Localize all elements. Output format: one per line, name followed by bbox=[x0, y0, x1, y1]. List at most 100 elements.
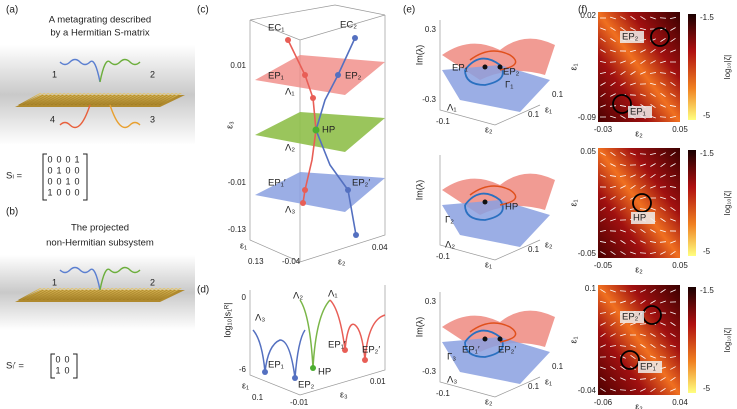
arrow bbox=[600, 251, 606, 255]
grating-bar bbox=[86, 93, 110, 105]
arrow bbox=[650, 163, 656, 167]
arrow bbox=[669, 174, 677, 178]
matrix-entry: 1 bbox=[65, 176, 70, 186]
arrow bbox=[660, 196, 666, 200]
dot bbox=[262, 369, 268, 375]
panel-label: (f) bbox=[578, 5, 587, 16]
colorbar-label: log₁₀|ζ| bbox=[723, 191, 732, 215]
point-label: EP₁′ bbox=[462, 345, 480, 356]
grating-bar bbox=[38, 288, 62, 300]
point-label: EP₁′ bbox=[640, 362, 658, 373]
arrow bbox=[670, 333, 676, 337]
arrow bbox=[670, 311, 676, 315]
arrow bbox=[660, 229, 666, 233]
arrow bbox=[620, 16, 626, 20]
grating-bar bbox=[30, 288, 54, 300]
arrow bbox=[640, 344, 646, 348]
arrow bbox=[599, 300, 607, 304]
arrow bbox=[600, 377, 606, 381]
arrow bbox=[670, 37, 676, 43]
tick-label: 0.1 bbox=[552, 90, 564, 99]
arrow bbox=[660, 344, 666, 348]
grating-bar bbox=[114, 288, 138, 300]
grating-bar bbox=[50, 288, 74, 300]
matrix-entry: 0 bbox=[47, 154, 52, 164]
arrow bbox=[650, 343, 656, 349]
axis-label: Im(λ) bbox=[414, 180, 424, 201]
arrow bbox=[620, 251, 626, 255]
curve-label: Λ₂ bbox=[293, 291, 303, 302]
axis bbox=[439, 20, 541, 126]
curve-label: Λ₁ bbox=[328, 289, 338, 300]
grating-bar bbox=[34, 288, 58, 300]
grating-bar bbox=[142, 288, 166, 300]
dot bbox=[482, 199, 488, 205]
arrow bbox=[660, 152, 666, 156]
arrow bbox=[610, 71, 616, 75]
port: 4 bbox=[50, 114, 55, 124]
axis-label: Im(λ) bbox=[414, 317, 424, 338]
arrow bbox=[620, 333, 626, 337]
grating-bar bbox=[130, 93, 154, 105]
arrow bbox=[649, 82, 657, 86]
arrow bbox=[659, 72, 667, 74]
port: 2 bbox=[150, 277, 155, 287]
point-label: EC₂ bbox=[340, 20, 357, 31]
arrow bbox=[630, 15, 636, 21]
point-label: EC₁ bbox=[268, 23, 284, 34]
grating-base bbox=[15, 290, 185, 302]
grating-bar bbox=[30, 93, 54, 105]
grating-bar bbox=[82, 288, 106, 300]
tick-label: 0.1 bbox=[585, 284, 597, 293]
axis-label: ε₁ bbox=[545, 376, 552, 386]
plane bbox=[255, 172, 385, 212]
axis-label: ε₃ bbox=[224, 121, 234, 129]
arrow bbox=[649, 72, 657, 74]
grating-bar bbox=[98, 93, 122, 105]
grating-bar bbox=[102, 288, 126, 300]
tick-label: 0.1 bbox=[528, 110, 540, 119]
axis-label: ε₂ bbox=[485, 396, 493, 406]
grating-bar bbox=[82, 93, 106, 105]
grating-bar bbox=[102, 93, 126, 105]
grating-bar bbox=[90, 288, 114, 300]
tick-label: -0.04 bbox=[282, 257, 301, 266]
grating-bar bbox=[90, 93, 114, 105]
arrow bbox=[600, 152, 606, 156]
arrow bbox=[640, 228, 646, 234]
arrow bbox=[650, 173, 656, 179]
arrow bbox=[610, 115, 616, 119]
arrow bbox=[619, 175, 627, 177]
tick-label: 0.05 bbox=[580, 147, 596, 156]
matrix-entry: 0 bbox=[74, 165, 79, 175]
arrow bbox=[610, 196, 616, 200]
arrow bbox=[600, 344, 606, 348]
arrow bbox=[640, 93, 646, 97]
tick-label: 0.01 bbox=[230, 61, 246, 70]
arrow bbox=[610, 81, 616, 87]
arrow bbox=[650, 60, 656, 64]
tick-label: 0.02 bbox=[580, 11, 596, 20]
ep-circle bbox=[650, 27, 670, 47]
arrow bbox=[670, 27, 676, 31]
arrow bbox=[600, 218, 606, 222]
arrow bbox=[650, 185, 656, 189]
arrow bbox=[649, 241, 657, 243]
arrow bbox=[600, 388, 606, 392]
arrow bbox=[670, 289, 676, 293]
matrix-entry: 0 bbox=[47, 176, 52, 186]
wave bbox=[99, 266, 141, 291]
curve bbox=[252, 329, 306, 379]
arrow bbox=[670, 218, 676, 222]
arrow bbox=[640, 240, 646, 244]
colorbar bbox=[688, 14, 696, 120]
point-label: EP₁ bbox=[630, 107, 646, 118]
grating-bar bbox=[94, 288, 118, 300]
arrow bbox=[670, 93, 676, 97]
axis-label: ε₁ bbox=[485, 259, 492, 269]
arrow bbox=[660, 322, 666, 326]
bracket bbox=[50, 353, 55, 379]
dot bbox=[342, 347, 348, 353]
arrow bbox=[610, 377, 616, 381]
